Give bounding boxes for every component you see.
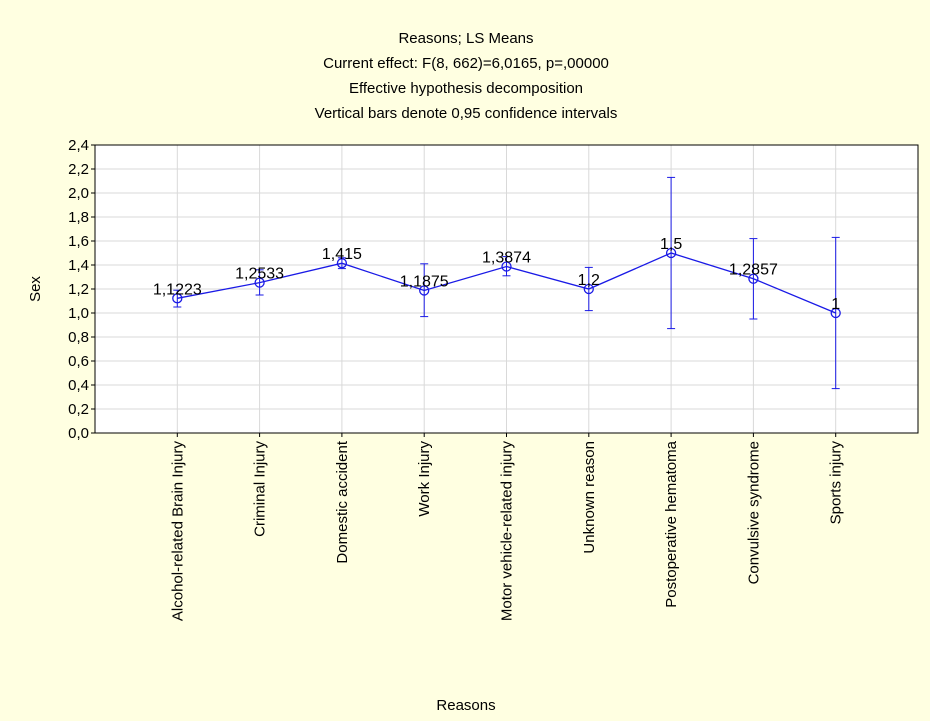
x-tick-label: Motor vehicle-related injury xyxy=(499,441,516,622)
y-tick-label: 1,8 xyxy=(68,209,89,226)
point xyxy=(583,283,594,295)
data-label: 1,2857 xyxy=(729,262,778,279)
data-label: 1,1875 xyxy=(400,274,449,291)
chart-title: Reasons; LS Means xyxy=(398,30,533,47)
data-label: 1,5 xyxy=(660,236,682,253)
y-tick-label: 1,0 xyxy=(68,305,89,322)
x-tick-label: Postoperative hematoma xyxy=(663,440,680,607)
point xyxy=(501,261,512,272)
data-label: 1,2 xyxy=(578,272,600,289)
data-label: 1,415 xyxy=(322,246,362,263)
data-label: 1,3874 xyxy=(482,250,531,267)
point xyxy=(254,277,265,288)
point xyxy=(665,247,677,259)
point xyxy=(748,273,759,284)
x-tick-label: Convulsive syndrome xyxy=(745,441,762,584)
x-tick-label: Domestic accident xyxy=(334,440,351,563)
chart-subtitle: Effective hypothesis decomposition xyxy=(349,80,583,97)
x-axis-label: Reasons xyxy=(436,697,495,714)
chart-subtitle: Current effect: F(8, 662)=6,0165, p=,000… xyxy=(323,55,609,72)
point xyxy=(830,307,841,319)
y-tick-label: 2,4 xyxy=(68,137,89,154)
y-tick-label: 1,6 xyxy=(68,233,89,250)
y-axis-label: Sex xyxy=(27,276,44,302)
y-tick-label: 0,0 xyxy=(68,425,89,442)
y-tick-label: 0,2 xyxy=(68,401,89,418)
y-tick-label: 1,4 xyxy=(68,257,89,274)
x-tick-label: Sports injury xyxy=(828,441,845,525)
y-tick-label: 2,2 xyxy=(68,161,89,178)
y-tick-label: 0,8 xyxy=(68,329,89,346)
data-label: 1,1223 xyxy=(153,281,202,298)
x-tick-label: Criminal Injury xyxy=(252,441,269,537)
point xyxy=(172,293,183,304)
x-tick-label: Alcohol-related Brain Injury xyxy=(169,441,186,622)
y-tick-label: 0,6 xyxy=(68,353,89,370)
line xyxy=(177,252,836,314)
x-tick-label: Work Injury xyxy=(416,441,433,517)
plot-frame xyxy=(94,144,919,434)
data-label: 1,2533 xyxy=(235,266,284,283)
y-tick-label: 2,0 xyxy=(68,185,89,202)
point xyxy=(419,285,430,296)
point xyxy=(336,258,348,269)
y-tick-label: 1,2 xyxy=(68,281,89,298)
data-label: 1 xyxy=(831,296,840,313)
y-tick-label: 0,4 xyxy=(68,377,89,394)
x-tick-label: Unknown reason xyxy=(581,441,598,554)
chart-subtitle: Vertical bars denote 0,95 confidence int… xyxy=(315,105,618,122)
